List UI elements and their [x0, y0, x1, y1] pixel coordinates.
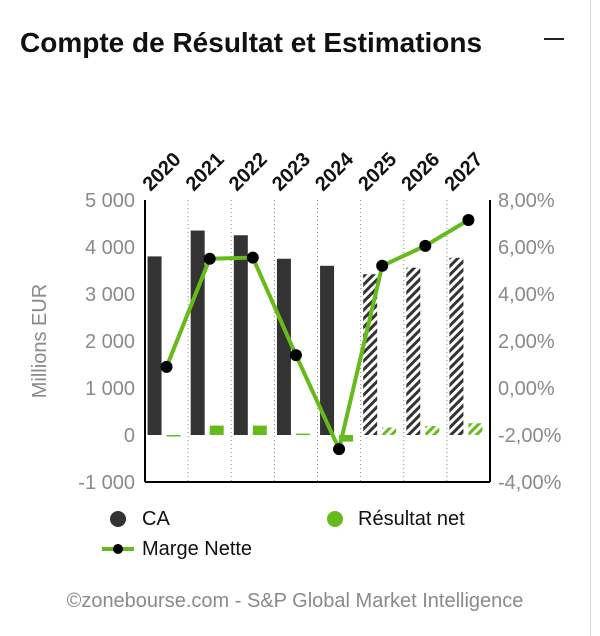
- bar-ca: [147, 256, 162, 435]
- y-tick-label: -1 000: [78, 472, 135, 494]
- y2-tick-label: 0,00%: [498, 378, 555, 400]
- x-tick-label: 2022: [225, 149, 272, 196]
- x-tick-label: 2020: [139, 149, 186, 196]
- chart-title: Compte de Résultat et Estimations: [20, 27, 483, 58]
- y-axis-label: Millions EUR: [29, 284, 51, 398]
- line-marge-nette: [164, 218, 470, 452]
- y2-tick-label: 4,00%: [498, 284, 555, 306]
- point-marge-nette: [419, 239, 432, 252]
- bar-resultat-net: [425, 426, 440, 435]
- bar-resultat-net: [209, 425, 224, 435]
- y-tick-label: 3 000: [85, 284, 135, 306]
- bar-resultat-net: [382, 427, 397, 435]
- source-credit: ©zonebourse.com - S&P Global Market Inte…: [66, 590, 524, 612]
- x-tick-label: 2021: [182, 149, 229, 196]
- y2-tick-label: -4,00%: [498, 472, 562, 494]
- bar-resultat-net: [339, 435, 354, 442]
- point-marge-nette: [333, 443, 346, 456]
- bar-resultat-net: [252, 425, 267, 435]
- point-marge-nette: [203, 252, 216, 265]
- y2-tick-label: -2,00%: [498, 425, 562, 447]
- point-marge-nette: [160, 360, 173, 373]
- legend-label-marge-nette: Marge Nette: [142, 538, 252, 560]
- x-tick-label: 2026: [397, 149, 444, 196]
- bar-ca: [449, 257, 464, 435]
- y-tick-label: 1 000: [85, 378, 135, 400]
- bar-ca: [320, 265, 335, 435]
- y2-tick-label: 2,00%: [498, 331, 555, 353]
- y-tick-label: 4 000: [85, 237, 135, 259]
- y-tick-label: 5 000: [85, 190, 135, 212]
- bar-resultat-net: [166, 435, 181, 437]
- legend-label-ca: CA: [142, 508, 170, 530]
- x-tick-label: 2027: [440, 149, 487, 196]
- legend-label-resultat-net: Résultat net: [358, 508, 465, 530]
- bar-resultat-net: [295, 433, 310, 436]
- bar-ca: [233, 235, 248, 435]
- y2-tick-label: 6,00%: [498, 237, 555, 259]
- legend-marker-resultat-net: [327, 511, 343, 527]
- minus-icon[interactable]: [540, 24, 568, 52]
- y-tick-label: 2 000: [85, 331, 135, 353]
- bar-ca: [276, 258, 291, 435]
- bar-resultat-net: [468, 423, 483, 435]
- x-tick-label: 2023: [268, 149, 315, 196]
- chart-svg: 5 000 4 000 3 000 2 000 1 000 0 -1 000 8,00% 6,0…: [29, 148, 562, 560]
- bar-ca: [190, 230, 205, 435]
- bar-ca: [363, 274, 378, 435]
- x-tick-label: 2025: [354, 149, 401, 196]
- legend-marker-ca: [110, 511, 126, 527]
- point-marge-nette: [289, 349, 302, 362]
- point-marge-nette: [246, 251, 259, 264]
- point-marge-nette: [462, 213, 475, 226]
- legend-marker-marge-nette: [113, 544, 123, 554]
- y2-tick-label: 8,00%: [498, 190, 555, 212]
- x-tick-label: 2024: [311, 148, 359, 196]
- bar-ca: [406, 267, 421, 435]
- point-marge-nette: [376, 259, 389, 272]
- y-tick-label: 0: [124, 425, 135, 447]
